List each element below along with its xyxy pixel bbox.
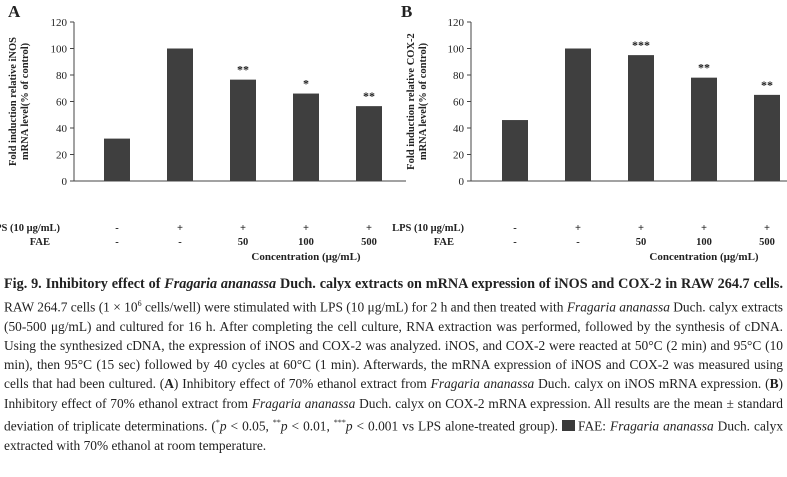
lps-row-cell: + bbox=[638, 223, 644, 234]
caption-sig1-p: p bbox=[219, 418, 227, 434]
y-axis-title-line2: mRNA level(% of control) bbox=[20, 42, 31, 160]
caption-title-post: Duch. calyx extracts on mRNA expression … bbox=[276, 276, 783, 292]
y-axis-title-line1: Fold induction relative iNOS bbox=[8, 37, 19, 166]
fae-row-label: FAE bbox=[30, 237, 50, 248]
fae-row-cell: - bbox=[115, 237, 119, 248]
significance-marker: ** bbox=[363, 89, 375, 103]
lps-row-cell: + bbox=[303, 223, 309, 234]
caption-panel-a: A bbox=[164, 376, 174, 392]
bar bbox=[293, 93, 319, 181]
bar bbox=[754, 94, 780, 181]
x-axis-title: Concentration (μg/mL) bbox=[251, 251, 361, 263]
significance-marker: * bbox=[303, 77, 309, 91]
y-axis-title-line1: Fold induction relative COX-2 bbox=[406, 33, 417, 170]
y-tick-label: 20 bbox=[453, 150, 465, 162]
y-tick-label: 20 bbox=[56, 150, 68, 162]
y-tick-label: 60 bbox=[56, 97, 68, 109]
fae-row-cell: - bbox=[178, 237, 182, 248]
bar bbox=[104, 138, 130, 181]
caption-title-species: Fragaria ananassa bbox=[164, 276, 277, 292]
caption-sig3-text: < 0.001 vs LPS alone-treated group). bbox=[352, 418, 562, 434]
figure-charts: A 0 20 40 60 80 100 120 Fold induction relative … bbox=[0, 2, 787, 263]
lps-row-cell: + bbox=[575, 223, 581, 234]
fae-row-cell: 100 bbox=[696, 237, 712, 248]
caption-title-pre: Inhibitory effect of bbox=[41, 276, 165, 292]
caption-legend-species: Fragaria ananassa bbox=[610, 418, 714, 434]
y-tick-label: 100 bbox=[448, 44, 465, 56]
panel-b-cox2-chart: B 0 20 40 60 80 100 120 Fold induction relative … bbox=[392, 2, 787, 263]
caption-a-end: Duch. calyx on iNOS mRNA expression. ( bbox=[534, 376, 770, 392]
bar bbox=[167, 48, 193, 181]
bar bbox=[502, 120, 528, 181]
fae-row-cell: 500 bbox=[759, 237, 775, 248]
fae-row-cell: 50 bbox=[636, 237, 647, 248]
significance-marker: ** bbox=[761, 78, 773, 92]
caption-panel-b: B bbox=[769, 376, 779, 392]
caption-a-species: Fragaria ananassa bbox=[430, 376, 535, 392]
lps-row-cell: + bbox=[366, 223, 372, 234]
caption-sig1-text: < 0.05, bbox=[226, 418, 273, 434]
caption-sig3-sup: *** bbox=[333, 417, 346, 427]
lps-row-label: LPS (10 μg/mL) bbox=[0, 223, 60, 234]
bar bbox=[691, 77, 717, 181]
caption-b-species: Fragaria ananassa bbox=[251, 395, 356, 411]
fae-row-cell: 50 bbox=[238, 237, 249, 248]
caption-sig3-p: p bbox=[345, 418, 353, 434]
caption-a-text: ) Inhibitory effect of 70% ethanol extra… bbox=[173, 376, 431, 392]
bar bbox=[628, 55, 654, 181]
fae-row-cell: 500 bbox=[361, 237, 377, 248]
lps-row-cell: + bbox=[701, 223, 707, 234]
y-tick-label: 120 bbox=[448, 17, 465, 29]
lps-row-cell: + bbox=[177, 223, 183, 234]
figure-caption: Fig. 9. Inhibitory effect of Fragaria an… bbox=[4, 274, 783, 455]
caption-legend-label: FAE: bbox=[578, 418, 611, 434]
lps-row-cell: - bbox=[115, 223, 119, 234]
caption-s1-post: cells/well) were stimulated with LPS (10… bbox=[141, 299, 567, 315]
y-tick-label: 100 bbox=[51, 44, 68, 56]
caption-sig2-p: p bbox=[280, 418, 288, 434]
significance-marker: ** bbox=[237, 63, 249, 77]
fae-row-cell: 100 bbox=[298, 237, 314, 248]
lps-row-cell: + bbox=[764, 223, 770, 234]
x-axis-title: Concentration (μg/mL) bbox=[649, 251, 759, 263]
caption-legend-end: Duch. calyx extracted with 70% ethanol a… bbox=[4, 418, 784, 453]
fae-row-label: FAE bbox=[434, 237, 454, 248]
fae-row-cell: - bbox=[513, 237, 517, 248]
y-tick-label: 120 bbox=[51, 17, 68, 29]
panel-a-inos-chart: A 0 20 40 60 80 100 120 Fold induction relative … bbox=[0, 2, 406, 263]
panel-letter: A bbox=[8, 2, 21, 21]
y-tick-label: 40 bbox=[56, 123, 68, 135]
caption-s1-end: Duch. calyx extracts (50-500 μg/mL) and … bbox=[4, 299, 784, 392]
lps-row-cell: + bbox=[240, 223, 246, 234]
panel-letter: B bbox=[401, 2, 412, 21]
significance-marker: ** bbox=[698, 61, 710, 75]
y-tick-label: 0 bbox=[62, 176, 68, 188]
significance-marker: *** bbox=[632, 38, 650, 52]
y-tick-label: 60 bbox=[453, 97, 465, 109]
lps-row-cell: - bbox=[513, 223, 517, 234]
caption-s1-sup: 6 bbox=[137, 299, 142, 309]
y-tick-label: 80 bbox=[56, 70, 68, 82]
y-tick-label: 0 bbox=[459, 176, 465, 188]
caption-b-end: Duch. calyx on COX-2 mRNA expression. Al… bbox=[4, 395, 783, 434]
caption-sig2-sup: ** bbox=[272, 417, 281, 427]
caption-fig-label: Fig. 9. bbox=[4, 276, 42, 292]
caption-sig1-sup: * bbox=[215, 417, 220, 427]
caption-s1-pre: RAW 264.7 cells (1 × 10 bbox=[4, 299, 138, 315]
y-tick-label: 40 bbox=[453, 123, 465, 135]
caption-b-text: ) Inhibitory effect of 70% ethanol extra… bbox=[4, 376, 783, 411]
lps-row-label: LPS (10 μg/mL) bbox=[392, 223, 464, 234]
y-tick-label: 80 bbox=[453, 70, 465, 82]
y-axis-title-line2: mRNA level(% of control) bbox=[418, 42, 429, 160]
caption-sig2-text: < 0.01, bbox=[287, 418, 334, 434]
bar bbox=[230, 79, 256, 181]
bar bbox=[356, 106, 382, 181]
legend-swatch-icon bbox=[562, 420, 575, 432]
bar bbox=[565, 48, 591, 181]
caption-s1-species: Fragaria ananassa bbox=[566, 299, 670, 315]
fae-row-cell: - bbox=[576, 237, 580, 248]
